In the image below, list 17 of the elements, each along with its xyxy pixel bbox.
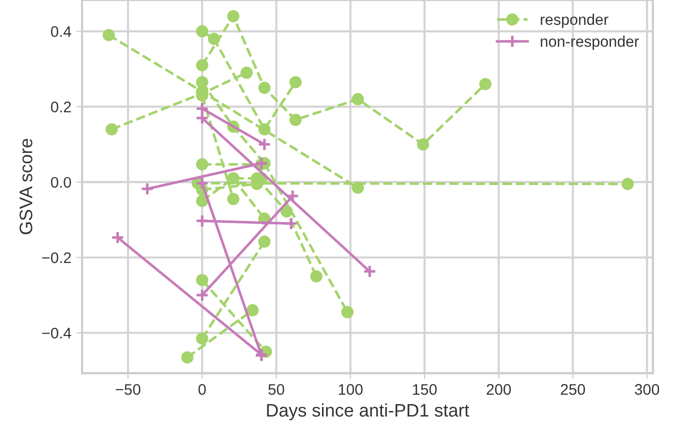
- x-tick-label: 0: [198, 384, 206, 395]
- y-tick-label: 0.4: [50, 26, 72, 37]
- y-tick-label: −0.4: [42, 328, 72, 339]
- y-tick-label: −0.2: [42, 252, 71, 264]
- x-axis-title: Days since anti-PD1 start: [267, 403, 470, 420]
- legend-label: non-responder: [540, 36, 639, 50]
- x-tick-label: 100: [338, 384, 363, 395]
- x-tick-label: 150: [412, 384, 437, 395]
- x-tick-label: 250: [560, 384, 585, 395]
- y-axis-title: GSVA score: [20, 138, 32, 234]
- x-tick-label: −50: [116, 384, 140, 395]
- x-tick-label: 200: [486, 384, 511, 395]
- y-tick-label: 0.0: [50, 176, 72, 188]
- y-tick-label: 0.2: [50, 102, 71, 112]
- x-tick-label: 300: [634, 384, 660, 395]
- legend-label: responder: [540, 14, 608, 28]
- x-tick-label: 50: [268, 384, 284, 395]
